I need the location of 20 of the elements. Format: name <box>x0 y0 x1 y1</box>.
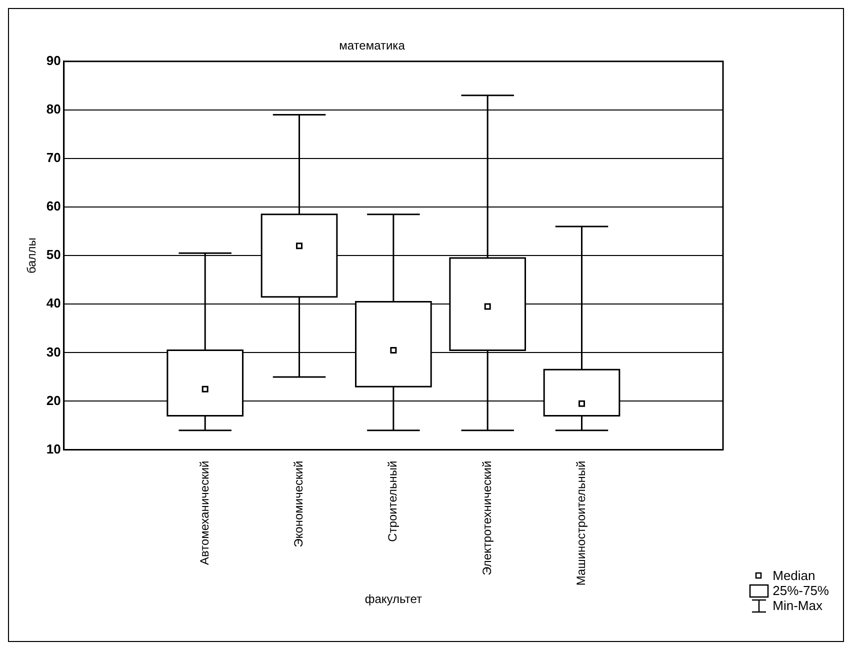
x-axis-title: факультет <box>364 592 422 606</box>
x-tick-label: Машиностроительный <box>574 460 588 586</box>
y-tick-label: 50 <box>46 247 61 262</box>
x-tick-label: Экономический <box>292 460 306 548</box>
y-tick-label: 60 <box>46 198 61 214</box>
x-tick-label: Электротехнический <box>480 460 494 576</box>
y-tick-label: 70 <box>46 150 61 166</box>
x-tick-label: Автомеханический <box>197 460 212 566</box>
y-tick-label: 90 <box>46 52 61 68</box>
text: Median <box>772 568 816 583</box>
y-tick-label: 40 <box>46 296 61 311</box>
y-tick-label: 10 <box>46 441 61 456</box>
y-tick-label: 30 <box>46 344 61 360</box>
y-tick-label: 80 <box>46 102 61 117</box>
chart-title: математика <box>339 38 406 53</box>
y-tick-label: 20 <box>46 392 61 408</box>
x-tick-label: Строительный <box>386 460 400 542</box>
text: Min-Max <box>772 598 822 613</box>
text: 25%-75% <box>772 583 829 598</box>
y-axis-title: баллы <box>24 238 39 274</box>
